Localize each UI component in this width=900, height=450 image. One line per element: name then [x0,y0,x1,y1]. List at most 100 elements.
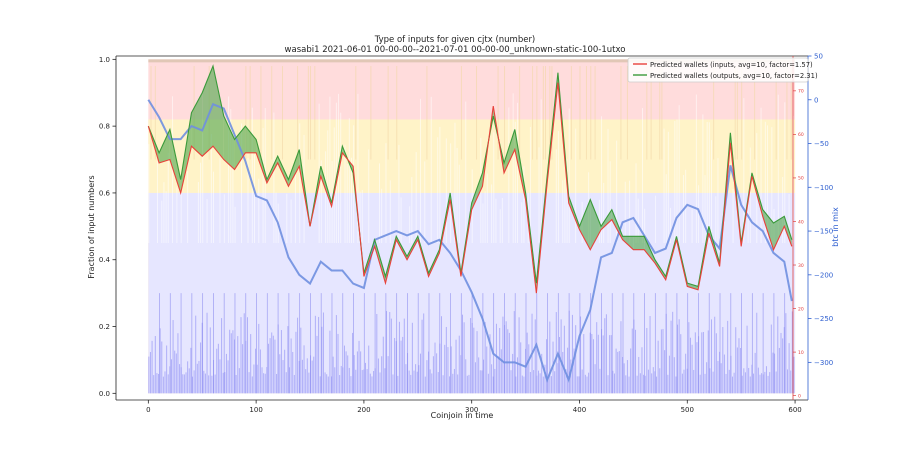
count-bar [528,344,530,394]
count-bar [428,351,430,394]
count-bar [560,319,562,394]
count-bar [182,374,184,394]
x-axis: 0 100 200 300 400 500 600 [146,400,802,414]
streak [743,98,745,244]
count-bar [395,341,397,394]
count-bar-tall [342,293,344,394]
streak [228,96,230,244]
count-bar [449,376,451,394]
streak [163,182,165,244]
count-bar [670,320,672,394]
count-bar [300,327,302,394]
count-bar [264,373,266,394]
count-bar [736,347,738,394]
count-bar-tall [310,293,311,394]
streak [202,133,204,244]
count-bar [681,373,683,394]
count-bar [735,327,737,394]
fill-outputs-above [687,283,699,290]
plot-frame [115,55,809,401]
count-bar [177,333,179,394]
count-bar [379,372,381,394]
count-bar [153,375,155,394]
streak [568,108,570,244]
streak [575,128,577,244]
count-bar [720,363,722,394]
count-bar [266,367,268,394]
streak [294,161,296,244]
count-bar [630,348,632,394]
count-bar [785,313,787,394]
count-bar-tall [751,293,753,394]
count-bar [463,322,465,394]
count-bar [688,322,690,394]
count-bar [305,369,307,394]
streak [167,152,169,244]
streak [258,178,260,244]
streak [678,105,680,244]
count-bar [489,334,491,394]
count-bar [702,331,704,394]
y2-axis: 0 10 20 30 40 50 60 70 [793,89,804,399]
count-bar [510,370,512,394]
streak-tan [504,66,506,160]
fill-outputs-above [590,199,602,250]
count-bar [691,344,693,394]
count-bar [589,332,591,394]
count-bar [675,376,677,394]
streak [698,185,700,244]
count-bar [426,360,428,394]
streak [247,158,249,244]
count-bar [638,356,640,394]
streak [732,188,734,244]
count-bar [316,335,318,394]
streak [629,180,631,244]
streak-tan [585,66,587,160]
count-bar [274,339,276,394]
count-bar [230,333,232,394]
x-tick-label: 100 [249,406,262,414]
count-bar [615,348,617,394]
count-bar-tall [525,293,527,394]
y-tick-label: 0.8 [99,123,110,131]
count-bar [689,337,691,394]
streak-tan [650,66,652,160]
count-bar [201,322,203,394]
count-bar [167,374,169,394]
count-bar [470,318,472,394]
count-bar-tall [762,293,764,394]
streak-tan [536,66,538,160]
fill-outputs-above [579,199,591,250]
count-bar [478,357,480,394]
count-bar [462,314,463,394]
streak-tan [310,66,312,160]
fill-outputs-above [622,236,634,250]
streak [327,130,329,244]
count-bar [161,341,163,394]
x-tick-label: 300 [465,406,478,414]
count-bar [190,347,192,394]
count-bar [387,356,389,394]
count-bar [594,364,596,394]
count-bar-tall [223,293,225,394]
count-bar [350,376,352,394]
count-bar [237,336,239,394]
count-bar [298,360,300,394]
y3-tick-label: 0 [814,96,818,104]
streak [197,182,199,244]
count-bar [392,374,394,394]
streak [437,137,439,244]
count-bar [429,369,431,394]
btc-line [147,99,793,384]
count-bar [541,353,543,394]
count-bar [158,373,160,394]
streak [253,154,255,244]
count-bar [468,374,470,394]
streak [357,93,359,244]
count-bar [727,320,729,394]
count-bar [622,356,624,394]
count-bar [240,317,242,394]
count-bar [546,339,548,394]
count-bar [332,356,334,394]
streak-tan [497,66,499,160]
